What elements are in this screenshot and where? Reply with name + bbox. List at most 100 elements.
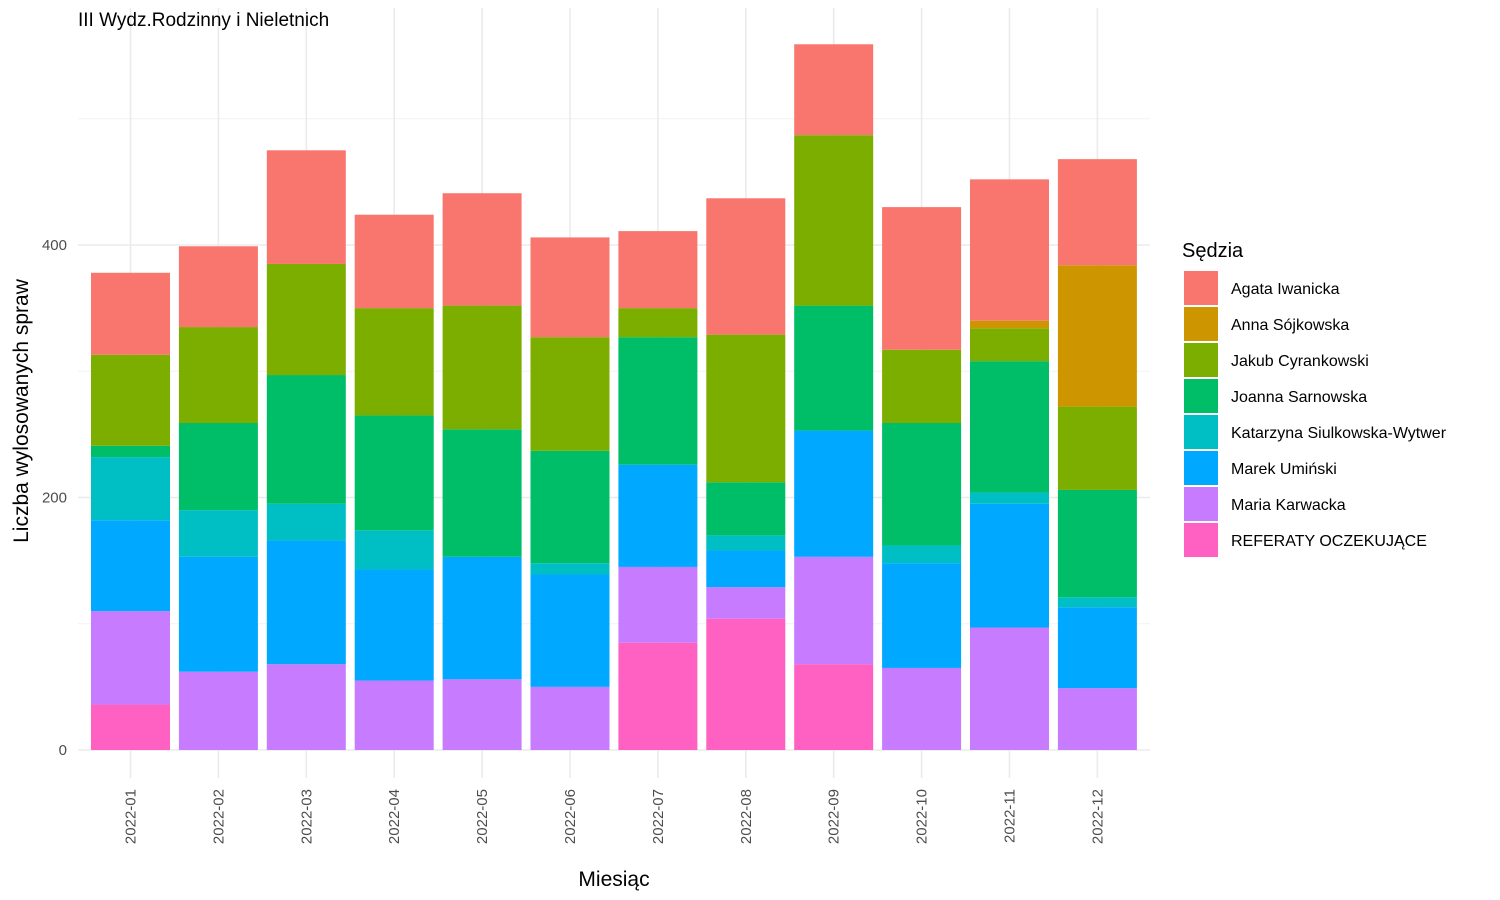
bar-segment — [530, 337, 610, 451]
bar-segment — [706, 482, 786, 536]
x-tick-label: 2022-01 — [123, 789, 140, 844]
x-tick-label: 2022-02 — [210, 789, 227, 844]
bar-segment — [530, 237, 610, 338]
bar-segment — [706, 198, 786, 335]
bar-segment — [266, 503, 346, 541]
bar-segment — [266, 263, 346, 376]
bar-segment — [794, 556, 874, 665]
bar-segment — [970, 492, 1049, 504]
x-tick-label: 2022-10 — [914, 789, 931, 844]
bar-segment — [970, 361, 1049, 493]
bar-segment — [91, 520, 170, 612]
bar-segment — [1057, 607, 1137, 689]
bars — [91, 44, 1137, 750]
x-tick-label: 2022-06 — [562, 789, 579, 844]
bar-segment — [91, 354, 170, 446]
x-tick-label: 2022-03 — [298, 789, 315, 844]
bar-segment — [91, 457, 170, 521]
x-axis-ticks: 2022-01 2022-02 2022-03 2022-04 2022-05 2022-… — [123, 789, 1107, 844]
bar-segment — [354, 680, 434, 750]
bar-segment — [354, 530, 434, 570]
bar-segment — [970, 179, 1049, 321]
bar-segment — [882, 667, 962, 750]
bar-segment — [618, 337, 698, 465]
bar-segment — [706, 550, 786, 588]
x-axis-title: Miesiąc — [578, 868, 649, 891]
x-tick-label: 2022-07 — [650, 789, 667, 844]
bar-segment — [266, 664, 346, 750]
bar-segment — [91, 611, 170, 705]
legend-title: Sędzia — [1182, 240, 1244, 262]
bar-segment — [178, 327, 258, 424]
x-tick-label: 2022-05 — [474, 789, 491, 844]
bar-segment — [794, 664, 874, 750]
y-axis-ticks: 0 200 400 — [42, 237, 67, 759]
bar-segment — [706, 535, 786, 551]
legend-key — [1184, 415, 1218, 449]
x-tick-label: 2022-11 — [1002, 789, 1019, 843]
bar-segment — [1057, 688, 1137, 750]
bar-segment — [354, 415, 434, 531]
bar-segment — [706, 334, 786, 483]
bar-segment — [618, 231, 698, 309]
bar-segment — [91, 445, 170, 458]
bar-segment — [266, 375, 346, 504]
bar-segment — [970, 320, 1049, 329]
x-tick-label: 2022-04 — [386, 789, 403, 844]
x-tick-label: 2022-08 — [738, 789, 755, 844]
legend-label: Anna Sójkowska — [1231, 317, 1349, 334]
bar-segment — [1057, 597, 1137, 608]
legend-key — [1184, 451, 1218, 485]
bar-segment — [266, 540, 346, 665]
bar-segment — [618, 464, 698, 567]
legend-key — [1184, 379, 1218, 413]
legend-key — [1184, 487, 1218, 521]
bar-segment — [1057, 159, 1137, 266]
bar-segment — [530, 686, 610, 750]
legend-key — [1184, 523, 1218, 557]
bar-segment — [882, 349, 962, 424]
bar-segment — [530, 450, 610, 564]
x-tick-label: 2022-09 — [826, 789, 843, 844]
y-tick-label: 400 — [42, 237, 67, 254]
bar-segment — [882, 545, 962, 564]
bar-segment — [442, 556, 522, 680]
bar-segment — [442, 429, 522, 557]
legend-label: Agata Iwanicka — [1231, 281, 1340, 298]
legend-label: Maria Karwacka — [1231, 497, 1346, 514]
bar-segment — [354, 569, 434, 681]
legend-label: Marek Umiński — [1231, 461, 1337, 478]
bar-segment — [1057, 406, 1137, 490]
legend-key — [1184, 271, 1218, 305]
bar-segment — [178, 510, 258, 557]
legend-key — [1184, 307, 1218, 341]
bar-segment — [618, 566, 698, 643]
bar-segment — [442, 305, 522, 430]
bar-segment — [970, 627, 1049, 750]
bar-segment — [178, 671, 258, 750]
bar-segment — [91, 272, 170, 355]
bar-segment — [970, 503, 1049, 628]
bar-segment — [178, 556, 258, 672]
bar-segment — [882, 207, 962, 350]
bar-segment — [618, 642, 698, 750]
chart-title: III Wydz.Rodzinny i Nieletnich — [78, 10, 329, 31]
bar-segment — [266, 150, 346, 264]
y-tick-label: 200 — [42, 490, 67, 507]
legend-label: Jakub Cyrankowski — [1231, 353, 1369, 370]
legend-label: REFERATY OCZEKUJĄCE — [1231, 533, 1427, 550]
bar-segment — [970, 328, 1049, 362]
bar-segment — [530, 563, 610, 575]
bar-segment — [178, 246, 258, 328]
bar-segment — [794, 135, 874, 306]
bar-segment — [794, 305, 874, 431]
bar-segment — [882, 563, 962, 668]
bar-segment — [442, 679, 522, 750]
bar-segment — [442, 193, 522, 306]
bar-segment — [91, 704, 170, 750]
bar-segment — [706, 618, 786, 750]
bar-segment — [618, 308, 698, 338]
bar-segment — [882, 423, 962, 546]
y-tick-label: 0 — [59, 742, 67, 759]
